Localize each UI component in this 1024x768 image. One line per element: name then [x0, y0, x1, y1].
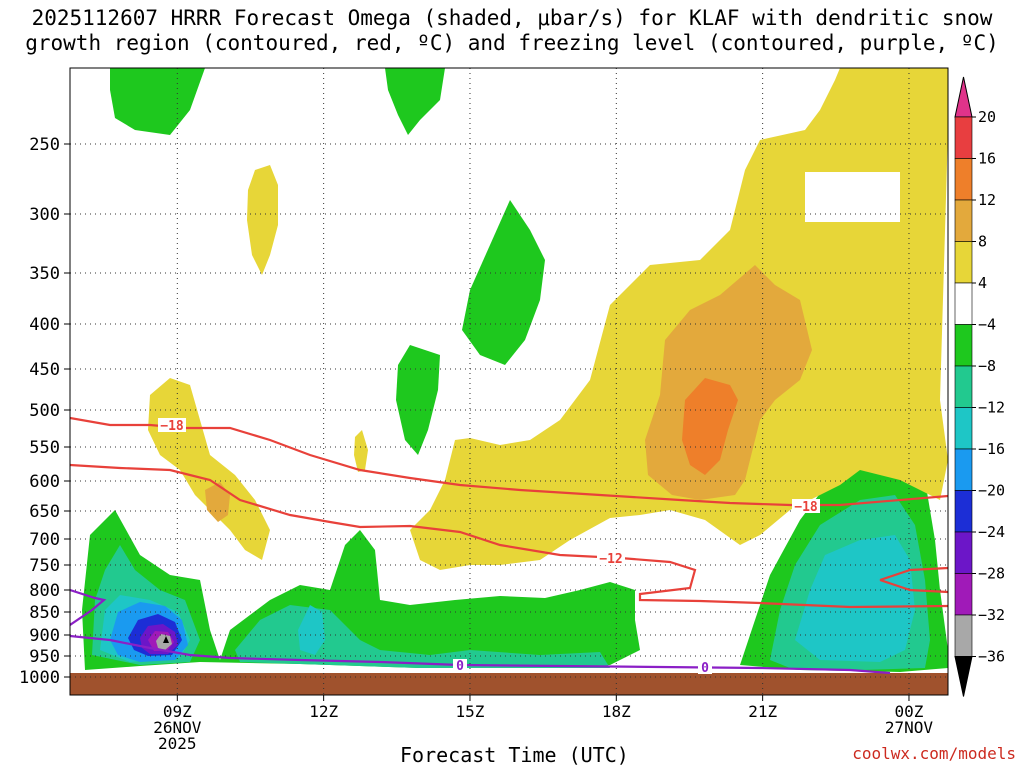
- plot-frame: [69, 67, 949, 696]
- colorbar-label-0: 20: [978, 108, 996, 126]
- colorbar-segment-3: [954, 241, 973, 284]
- x-tick-label-5-0: 00Z: [895, 702, 924, 721]
- chart-title-line-2: growth region (contoured, red, ºC) and f…: [25, 31, 999, 55]
- omega-region-orange: [682, 378, 738, 475]
- colorbar-label-8: −16: [978, 440, 1005, 458]
- colorbar-segment-4: [954, 282, 973, 325]
- x-tick-label-0-1: 26NOV: [153, 718, 202, 737]
- colorbar-label-11: −28: [978, 565, 1005, 583]
- dgz-label-upper-bg: [158, 418, 186, 432]
- x-tick-label-2-0: 15Z: [456, 702, 485, 721]
- x-tick-label-1-0: 12Z: [309, 702, 338, 721]
- omega-region-white-hole: [805, 172, 900, 222]
- colorbar-segment-11: [954, 573, 973, 616]
- omega-region-green-top-left: [110, 68, 205, 135]
- freezing-label-1-bg: [453, 659, 467, 672]
- colorbar-segment-7: [954, 407, 973, 450]
- x-tick-label-5-1: 27NOV: [885, 718, 934, 737]
- colorbar-segment-2: [954, 199, 973, 242]
- ground: [70, 673, 948, 695]
- y-tick-label-900: 900: [29, 626, 60, 646]
- x-tick-label-4-0: 21Z: [748, 702, 777, 721]
- dgz-label-upper-right: −18: [794, 500, 818, 515]
- colorbar-segment-12: [954, 614, 973, 657]
- dgz-contour-right2: [879, 578, 948, 594]
- x-axis-title: Forecast Time (UTC): [400, 743, 629, 767]
- dgz-label-upper: −18: [160, 419, 184, 434]
- colorbar-label-12: −32: [978, 606, 1005, 624]
- omega-region-green-small: [396, 345, 440, 455]
- y-tick-label-550: 550: [29, 438, 60, 458]
- y-tick-label-650: 650: [29, 502, 60, 522]
- omega-region-cyan-mid: [298, 605, 325, 655]
- freezing-level-label-1: 0: [456, 659, 464, 674]
- y-tick-label-350: 350: [29, 264, 60, 284]
- dgz-contour-right: [879, 566, 948, 582]
- colorbar-segment-5: [954, 324, 973, 367]
- omega-region-teal-mid: [235, 605, 610, 668]
- omega-region-black: [163, 636, 169, 643]
- credit-text: coolwx.com/models: [852, 744, 1016, 763]
- y-tick-label-850: 850: [29, 603, 60, 623]
- chart-title-line-1: 2025112607 HRRR Forecast Omega (shaded, …: [31, 6, 993, 30]
- dgz-label-lower-bg: [597, 551, 625, 565]
- y-tick-label-450: 450: [29, 360, 60, 380]
- dgz-contour-lower: [70, 463, 948, 609]
- omega-region-cyan-right: [795, 535, 915, 662]
- colorbar-segment-9: [954, 490, 973, 533]
- colorbar-label-7: −12: [978, 399, 1005, 417]
- colorbar-label-4: 4: [978, 274, 987, 292]
- x-tick-label-0-2: 2025: [158, 734, 197, 753]
- x-tick-label-3-0: 18Z: [602, 702, 631, 721]
- omega-region-yellow-small: [354, 430, 368, 472]
- y-tick-label-800: 800: [29, 581, 60, 601]
- y-tick-label-1000: 1000: [19, 668, 60, 688]
- colorbar-label-13: −36: [978, 648, 1005, 666]
- colorbar-segment-10: [954, 531, 973, 574]
- omega-region-tan-small: [205, 482, 230, 522]
- freezing-label-2-bg: [698, 661, 712, 674]
- freezing-contour-left: [70, 588, 107, 626]
- freezing-contour-main: [70, 634, 891, 675]
- colorbar-label-2: 12: [978, 191, 996, 209]
- colorbar-label-3: 8: [978, 233, 987, 251]
- colorbar: 20 16 12 8 4 −4 −8 −12 −16 −20 −24 −28 −32 −36: [954, 76, 1005, 697]
- omega-region-green-mid: [462, 200, 545, 365]
- dgz-label-lower: −12: [599, 552, 622, 567]
- y-tick-label-700: 700: [29, 530, 60, 550]
- omega-region-yellow-upper-left: [247, 165, 278, 275]
- colorbar-top-arrow: [954, 76, 973, 118]
- omega-shading: [82, 68, 948, 672]
- colorbar-label-6: −8: [978, 357, 996, 375]
- y-tick-label-400: 400: [29, 315, 60, 335]
- colorbar-segment-6: [954, 365, 973, 408]
- freezing-level-contours: [70, 588, 891, 675]
- dgz-label-right-bg: [792, 499, 820, 513]
- colorbar-bottom-arrow: [954, 656, 973, 697]
- omega-region-green-top-mid: [385, 68, 445, 135]
- colorbar-segment-0: [954, 116, 973, 159]
- y-tick-label-950: 950: [29, 647, 60, 667]
- y-tick-label-300: 300: [29, 205, 60, 225]
- x-tick-label-0-0: 09Z: [163, 702, 192, 721]
- colorbar-label-10: −24: [978, 523, 1005, 541]
- y-tick-label-600: 600: [29, 472, 60, 492]
- colorbar-segment-8: [954, 448, 973, 491]
- y-tick-label-250: 250: [29, 135, 60, 155]
- freezing-level-label-2: 0: [701, 661, 709, 676]
- y-tick-label-750: 750: [29, 556, 60, 576]
- colorbar-label-9: −20: [978, 482, 1005, 500]
- colorbar-segment-1: [954, 158, 973, 201]
- colorbar-label-1: 16: [978, 150, 996, 168]
- y-tick-label-500: 500: [29, 401, 60, 421]
- colorbar-label-5: −4: [978, 316, 996, 334]
